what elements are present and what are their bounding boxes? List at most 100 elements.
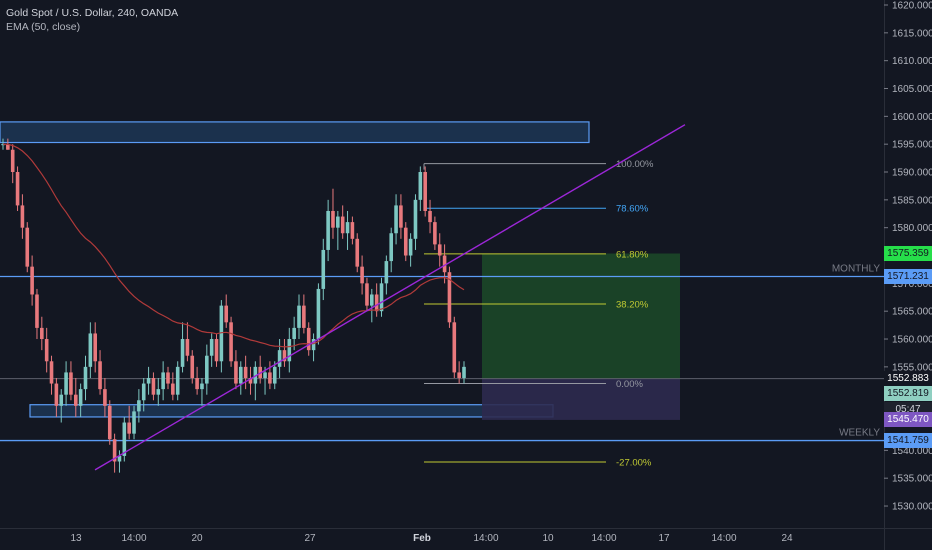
position-target-zone[interactable] <box>482 253 680 379</box>
supply-demand-zone[interactable] <box>0 121 590 144</box>
candle-body <box>190 355 195 378</box>
candle-body <box>146 377 151 384</box>
candle-body <box>175 366 180 395</box>
fib-level-label: -27.00% <box>616 458 652 469</box>
candle-body <box>287 339 292 362</box>
price-tick-label: 1565.000 <box>892 307 932 318</box>
time-tick-label: Feb <box>413 533 431 544</box>
weekly-label: WEEKLY <box>839 428 880 439</box>
ema-50-line[interactable] <box>2 143 465 348</box>
candle-body <box>399 205 403 228</box>
position-stop-zone[interactable] <box>482 378 680 420</box>
candle-body <box>151 377 156 395</box>
price-tag: 1571.231 <box>884 268 932 284</box>
candle-body <box>224 305 229 323</box>
price-tag: 1552.819 <box>884 386 932 402</box>
fib-level-label: 61.80% <box>616 249 649 260</box>
candle-body <box>40 327 44 340</box>
price-tick-label: 1535.000 <box>892 474 932 485</box>
candle-body <box>374 294 379 312</box>
candle-body <box>340 216 345 234</box>
candle-body <box>360 266 364 284</box>
candle-body <box>30 266 34 295</box>
candle-body <box>384 261 389 284</box>
price-tick-label: 1620.000 <box>892 1 932 12</box>
price-tick-label: 1600.000 <box>892 112 932 123</box>
candle-body <box>44 339 49 362</box>
candle-body <box>423 172 427 211</box>
candle-body <box>418 172 423 200</box>
candle-body <box>209 339 214 356</box>
candle-body <box>437 244 442 256</box>
price-tick-label: 1595.000 <box>892 140 932 151</box>
time-tick-label: 14:00 <box>121 533 146 544</box>
candle-body <box>103 389 107 406</box>
candle-body <box>122 422 127 456</box>
candle-body <box>200 383 204 390</box>
time-tick-label: 24 <box>781 533 793 544</box>
candle-body <box>243 366 248 378</box>
candle-body <box>137 400 141 412</box>
candle-body <box>263 372 267 378</box>
price-tick-label: 1555.000 <box>892 362 932 373</box>
candle-body <box>161 372 165 390</box>
time-tick-label: 13 <box>70 533 82 544</box>
candle-body <box>452 322 457 373</box>
candle-body <box>326 210 330 250</box>
candle-body <box>15 172 20 206</box>
candle-body <box>205 355 209 384</box>
candle-body <box>195 377 199 390</box>
candle-body <box>141 383 146 401</box>
price-tick-label: 1610.000 <box>892 56 932 67</box>
price-tag: 1552.883 <box>884 371 932 387</box>
candle-body <box>83 366 88 390</box>
candle-body <box>214 339 219 362</box>
price-tag: 1541.759 <box>884 433 932 449</box>
time-tick-label: 17 <box>658 533 670 544</box>
candle-body <box>394 205 398 234</box>
time-tick-label: 10 <box>542 533 554 544</box>
candle-body <box>370 294 374 306</box>
candle-body <box>78 389 83 406</box>
price-tick-label: 1560.000 <box>892 335 932 346</box>
candle-body <box>20 205 25 228</box>
candle-body <box>132 411 136 434</box>
candle-body <box>331 210 335 228</box>
price-tick-label: 1570.000 <box>892 279 932 290</box>
price-tick-label: 1590.000 <box>892 168 932 179</box>
candle-body <box>69 372 73 395</box>
candle-body <box>379 283 384 312</box>
trendline[interactable] <box>94 124 686 471</box>
candle-body <box>59 394 64 406</box>
candle-body <box>166 372 170 384</box>
time-tick-label: 14:00 <box>711 533 736 544</box>
candle-body <box>73 394 78 406</box>
candle-body <box>311 339 316 351</box>
candle-body <box>171 383 175 395</box>
candle-body <box>297 305 301 328</box>
price-tag: 1575.359 <box>884 246 932 262</box>
price-tick-label: 1530.000 <box>892 502 932 513</box>
candle-body <box>413 199 418 239</box>
candle-body <box>6 144 10 150</box>
fib-level-label: 0.00% <box>616 379 643 390</box>
candle-body <box>229 322 233 362</box>
candle-body <box>268 372 272 384</box>
indicator-title[interactable]: EMA (50, close) <box>6 21 81 33</box>
price-tag: 1545.470 <box>884 412 932 428</box>
candle-body <box>345 222 350 234</box>
candle-body <box>355 238 360 267</box>
price-tick-label: 1585.000 <box>892 195 932 206</box>
candle-body <box>180 339 185 367</box>
candle-body <box>117 455 122 462</box>
candle-body <box>403 227 408 256</box>
candle-body <box>457 372 461 378</box>
candle-body <box>433 222 437 245</box>
symbol-title[interactable]: Gold Spot / U.S. Dollar, 240, OANDA <box>6 7 179 19</box>
candle-body <box>25 227 30 267</box>
time-tick-label: 20 <box>191 533 203 544</box>
candle-body <box>272 366 277 384</box>
time-tick-label: 14:00 <box>473 533 498 544</box>
